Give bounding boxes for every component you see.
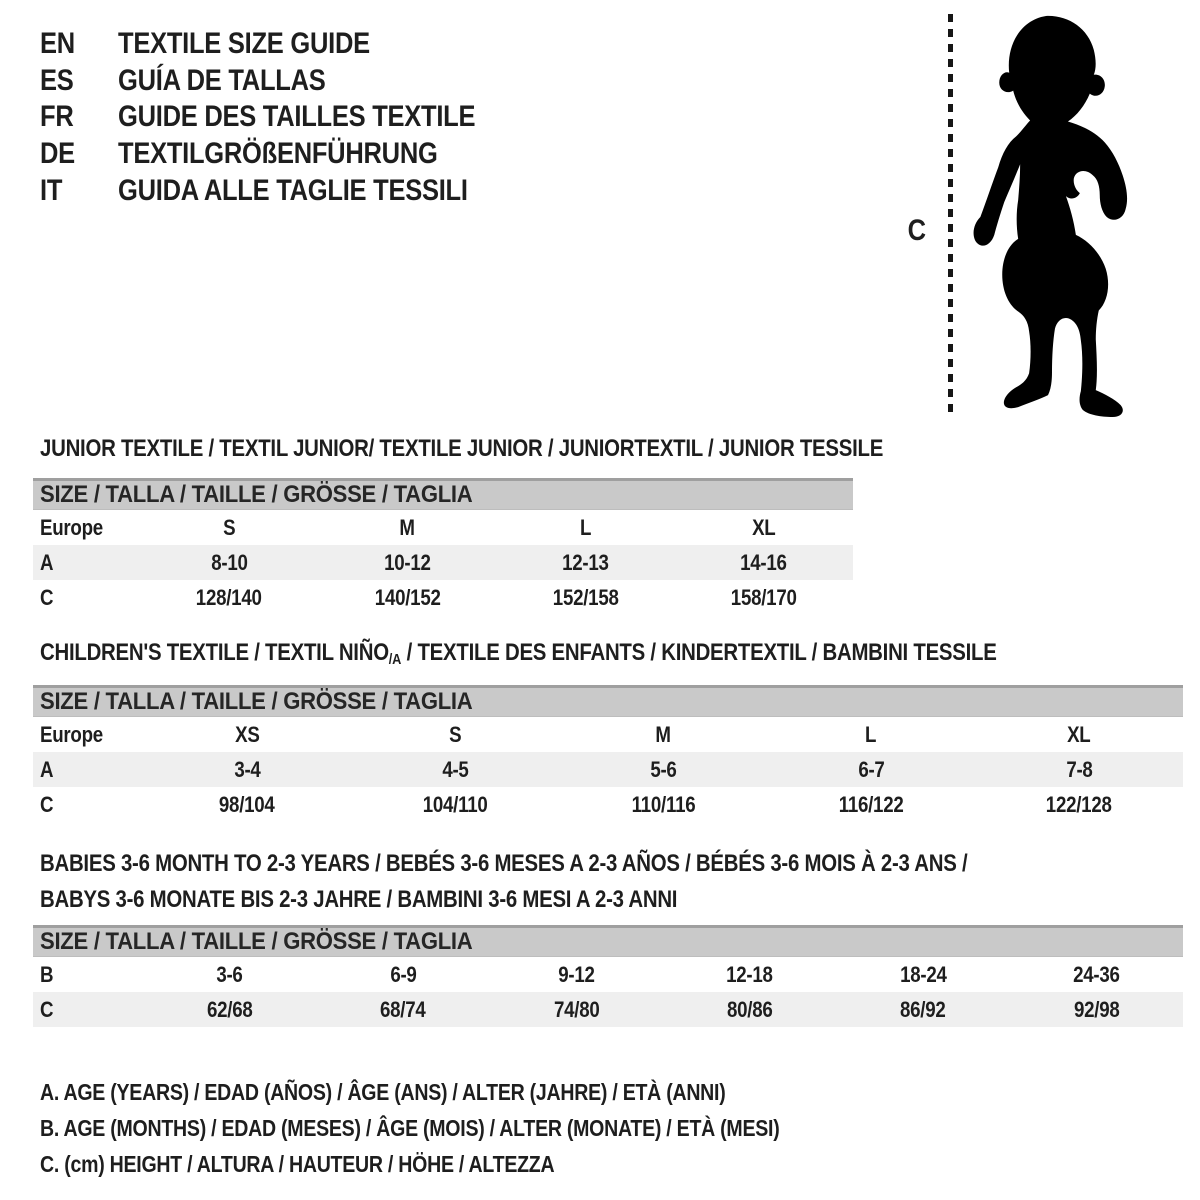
months-cell: 6-9 (389, 961, 417, 987)
size-cell: XL (1067, 721, 1091, 747)
table-row-europe: Europe S M L XL (33, 510, 853, 546)
height-cell: 140/152 (374, 584, 441, 610)
height-cell: 62/68 (143, 992, 317, 1027)
guide-title-it: GUIDA ALLE TAGLIE TESSILI (118, 173, 468, 207)
months-cell: 24-36 (1073, 961, 1120, 987)
height-cell: 116/122 (838, 791, 904, 817)
age-cell: 3-4 (143, 752, 351, 787)
size-cell: L (865, 721, 877, 747)
guide-title-de: TEXTILGRÖßENFÜHRUNG (118, 137, 438, 171)
size-header-bar: SIZE / TALLA / TAILLE / GRÖSSE / TAGLIA (33, 685, 1183, 717)
legend-height-cm: C. (cm) HEIGHT / ALTURA / HAUTEUR / HÖHE… (40, 1150, 555, 1177)
toddler-silhouette-icon (973, 15, 1128, 418)
age-cell: 4-5 (351, 752, 559, 787)
age-cell: 8-10 (140, 545, 319, 580)
row-label-cell: Europe (40, 721, 103, 747)
height-measure-label: C (907, 214, 926, 247)
row-label-cell: C (40, 791, 54, 817)
size-cell: XS (234, 721, 260, 747)
row-label-cell: A (33, 752, 143, 787)
junior-size-table: SIZE / TALLA / TAILLE / GRÖSSE / TAGLIA … (33, 478, 853, 615)
table-row-height: C 128/140 140/152 152/158 158/170 (33, 580, 853, 615)
height-cell: 128/140 (196, 584, 263, 610)
row-label-cell: A (33, 545, 140, 580)
language-title-list: EN TEXTILE SIZE GUIDE ES GUÍA DE TALLAS … (40, 26, 538, 209)
language-code: IT (40, 173, 63, 207)
age-cell: 10-12 (318, 545, 497, 580)
size-header-bar: SIZE / TALLA / TAILLE / GRÖSSE / TAGLIA (33, 925, 1183, 957)
height-cell: 152/158 (552, 584, 619, 610)
height-cell: 92/98 (1009, 992, 1183, 1027)
size-cell: S (223, 514, 236, 540)
legend: A. AGE (YEARS) / EDAD (AÑOS) / ÂGE (ANS)… (40, 1074, 910, 1182)
guide-title-en: TEXTILE SIZE GUIDE (118, 27, 370, 61)
height-cell: 80/86 (662, 992, 837, 1027)
babies-title-line2: BABYS 3-6 MONATE BIS 2-3 JAHRE / BAMBINI… (40, 886, 678, 913)
months-cell: 12-18 (726, 961, 773, 987)
language-row-en: EN TEXTILE SIZE GUIDE (40, 26, 538, 63)
language-code: ES (40, 63, 74, 97)
age-cell: 5-6 (559, 752, 767, 787)
language-row-es: ES GUÍA DE TALLAS (40, 63, 538, 100)
table-row-europe: Europe XS S M L XL (33, 717, 1183, 753)
size-cell: S (448, 721, 462, 747)
height-cell: 74/80 (489, 992, 663, 1027)
size-header-row: SIZE / TALLA / TAILLE / GRÖSSE / TAGLIA (33, 478, 853, 510)
table-row-height: C 62/68 68/74 74/80 80/86 86/92 92/98 (33, 992, 1183, 1027)
language-row-it: IT GUIDA ALLE TAGLIE TESSILI (40, 172, 538, 209)
table-row-age: A 8-10 10-12 12-13 14-16 (33, 545, 853, 580)
nino-a-subscript: /A (388, 651, 402, 668)
age-cell: 7-8 (975, 752, 1183, 787)
size-header-row: SIZE / TALLA / TAILLE / GRÖSSE / TAGLIA (33, 685, 1183, 717)
row-label-cell: Europe (40, 514, 103, 540)
guide-title-es: GUÍA DE TALLAS (118, 63, 326, 97)
babies-size-table: SIZE / TALLA / TAILLE / GRÖSSE / TAGLIA … (33, 925, 1183, 1027)
children-section-title: CHILDREN'S TEXTILE / TEXTIL NIÑO/A / TEX… (40, 639, 997, 668)
size-cell: M (399, 514, 416, 540)
months-cell: 18-24 (899, 961, 947, 987)
junior-section-title: JUNIOR TEXTILE / TEXTIL JUNIOR/ TEXTILE … (40, 435, 884, 462)
language-row-fr: FR GUIDE DES TAILLES TEXTILE (40, 99, 538, 136)
table-row-months: B 3-6 6-9 9-12 12-18 18-24 24-36 (33, 957, 1183, 993)
size-header-row: SIZE / TALLA / TAILLE / GRÖSSE / TAGLIA (33, 925, 1183, 957)
row-label-cell: B (40, 961, 54, 987)
children-size-table: SIZE / TALLA / TAILLE / GRÖSSE / TAGLIA … (33, 685, 1183, 822)
height-cell: 104/110 (422, 791, 488, 817)
months-cell: 3-6 (216, 961, 244, 987)
months-cell: 9-12 (558, 961, 595, 987)
size-cell: L (580, 514, 592, 540)
height-cell: 110/116 (631, 791, 695, 817)
size-cell: M (655, 721, 671, 747)
language-code: EN (40, 27, 75, 61)
height-measure-dashed-line (948, 14, 953, 416)
height-cell: 98/104 (219, 791, 275, 817)
row-label-cell: C (40, 584, 54, 610)
height-cell: 68/74 (316, 992, 490, 1027)
legend-age-months: B. AGE (MONTHS) / EDAD (MESES) / ÂGE (MO… (40, 1114, 780, 1141)
height-cell: 158/170 (730, 584, 797, 610)
size-header-bar: SIZE / TALLA / TAILLE / GRÖSSE / TAGLIA (33, 478, 853, 510)
language-code: FR (40, 100, 74, 134)
row-label-cell: C (33, 992, 143, 1027)
babies-title-line1: BABIES 3-6 MONTH TO 2-3 YEARS / BEBÉS 3-… (40, 850, 968, 877)
guide-title-fr: GUIDE DES TAILLES TEXTILE (118, 100, 476, 134)
height-cell: 86/92 (836, 992, 1010, 1027)
legend-age-years: A. AGE (YEARS) / EDAD (AÑOS) / ÂGE (ANS)… (40, 1078, 726, 1105)
language-row-de: DE TEXTILGRÖßENFÜHRUNG (40, 136, 538, 173)
height-cell: 122/128 (1046, 791, 1112, 817)
age-cell: 12-13 (496, 545, 675, 580)
table-row-age: A 3-4 4-5 5-6 6-7 7-8 (33, 752, 1183, 787)
language-code: DE (40, 137, 75, 171)
babies-section-title: BABIES 3-6 MONTH TO 2-3 YEARS / BEBÉS 3-… (40, 846, 1131, 918)
age-cell: 14-16 (674, 545, 853, 580)
age-cell: 6-7 (767, 752, 975, 787)
size-cell: XL (752, 514, 776, 540)
table-row-height: C 98/104 104/110 110/116 116/122 122/128 (33, 787, 1183, 822)
